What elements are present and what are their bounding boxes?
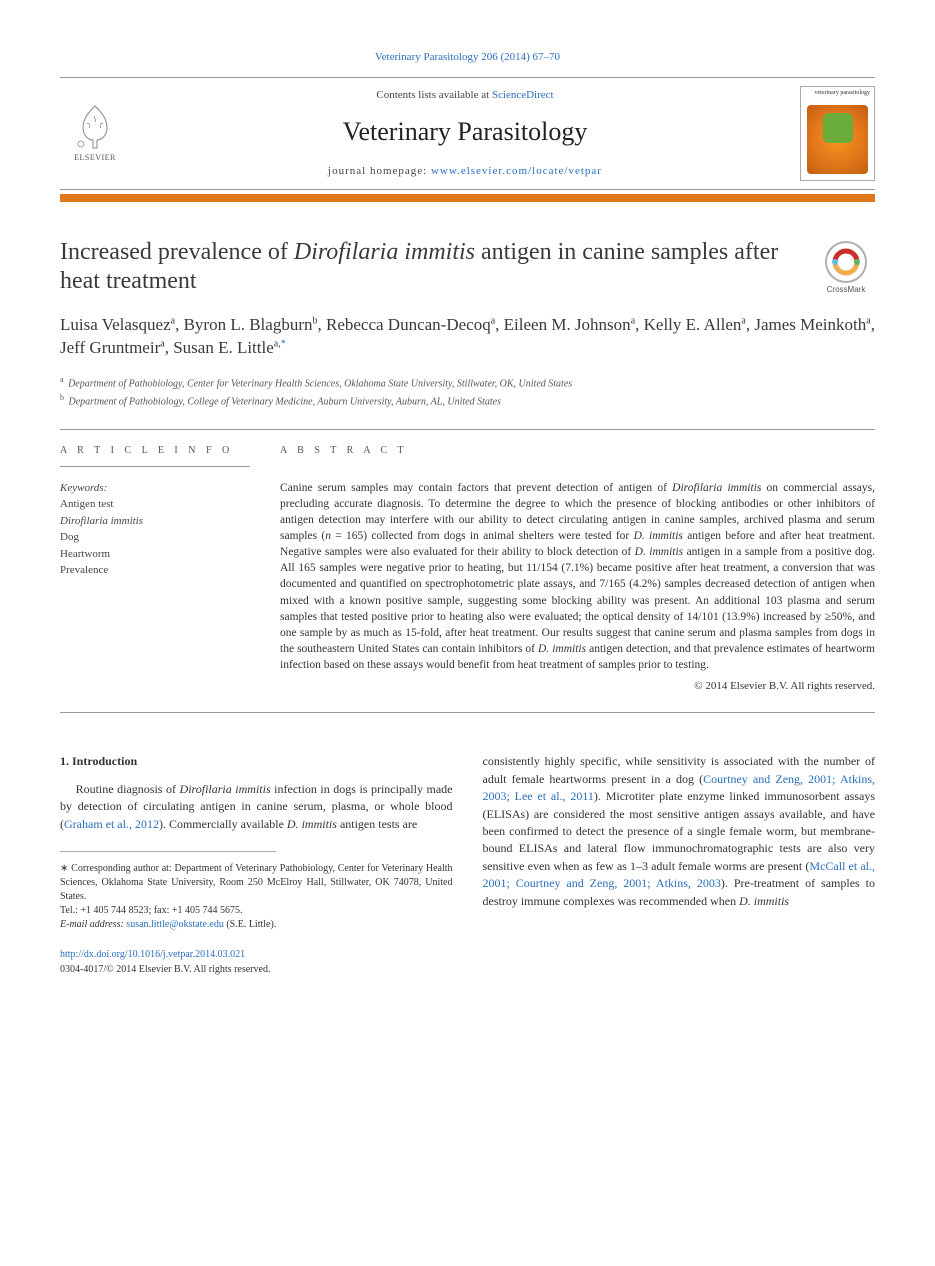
keywords-label: Keywords: (60, 481, 250, 496)
keywords-list: Antigen test Dirofilaria immitis Dog Hea… (60, 496, 250, 579)
title-part1: Increased prevalence of (60, 239, 294, 265)
corresponding-asterisk: * (281, 339, 286, 350)
info-abstract-block: A R T I C L E I N F O Keywords: Antigen … (60, 429, 875, 714)
footnote-divider (60, 851, 276, 852)
intro-para-left: Routine diagnosis of Dirofilaria immitis… (60, 781, 453, 833)
author-6: , James Meinkoth (746, 315, 866, 334)
keyword: Antigen test (60, 496, 250, 513)
affiliations: a Department of Pathobiology, Center for… (60, 374, 875, 409)
author-1: Luisa Velasquez (60, 315, 171, 334)
banner-center: Contents lists available at ScienceDirec… (130, 88, 800, 179)
corresponding-footnote: ∗ Corresponding author at: Department of… (60, 862, 453, 932)
email-suffix: (S.E. Little). (224, 919, 277, 930)
corr-text: Corresponding author at: Department of V… (60, 863, 453, 902)
cover-label: veterinary parasitology (815, 89, 870, 97)
journal-banner: ELSEVIER Contents lists available at Sci… (60, 77, 875, 190)
journal-homepage: journal homepage: www.elsevier.com/locat… (130, 164, 800, 179)
elsevier-logo: ELSEVIER (60, 95, 130, 173)
sciencedirect-link[interactable]: ScienceDirect (492, 89, 554, 101)
article-title: Increased prevalence of Dirofilaria immi… (60, 238, 797, 296)
abstract-label: A B S T R A C T (280, 444, 875, 466)
abstract-copyright: © 2014 Elsevier B.V. All rights reserved… (280, 679, 875, 694)
homepage-prefix: journal homepage: (328, 165, 431, 177)
affiliation-b: b Department of Pathobiology, College of… (60, 392, 875, 409)
body-left-column: 1. Introduction Routine diagnosis of Dir… (60, 753, 453, 977)
email-link[interactable]: susan.little@okstate.edu (126, 919, 224, 930)
section-1-title: 1. Introduction (60, 753, 453, 770)
author-5: , Kelly E. Allen (635, 315, 741, 334)
doi-line: http://dx.doi.org/10.1016/j.vetpar.2014.… (60, 948, 453, 963)
orange-divider-bar (60, 194, 875, 202)
page: Veterinary Parasitology 206 (2014) 67–70… (0, 0, 935, 1027)
rights-line: 0304-4017/© 2014 Elsevier B.V. All right… (60, 963, 453, 978)
author-4: , Eileen M. Johnson (495, 315, 631, 334)
crossmark-label: CrossMark (827, 285, 867, 294)
article-info-column: A R T I C L E I N F O Keywords: Antigen … (60, 444, 250, 695)
abstract-column: A B S T R A C T Canine serum samples may… (280, 444, 875, 695)
affiliation-a: a Department of Pathobiology, Center for… (60, 374, 875, 391)
keyword: Dirofilaria immitis (60, 513, 250, 530)
running-head: Veterinary Parasitology 206 (2014) 67–70 (60, 50, 875, 65)
author-2: , Byron L. Blagburn (175, 315, 312, 334)
elsevier-tree-icon (75, 104, 115, 150)
keyword: Heartworm (60, 546, 250, 563)
abstract-text: Canine serum samples may contain factors… (280, 480, 875, 673)
contents-prefix: Contents lists available at (376, 89, 491, 101)
article-info-label: A R T I C L E I N F O (60, 444, 250, 467)
citation-link[interactable]: Graham et al., 2012 (64, 817, 159, 831)
title-italic: Dirofilaria immitis (294, 239, 475, 265)
authors: Luisa Velasqueza, Byron L. Blagburnb, Re… (60, 314, 875, 360)
body-right-column: consistently highly specific, while sens… (483, 753, 876, 977)
publisher-name: ELSEVIER (74, 152, 116, 163)
author-8: , Susan E. Little (165, 338, 274, 357)
homepage-link[interactable]: www.elsevier.com/locate/vetpar (431, 165, 602, 177)
intro-para-right: consistently highly specific, while sens… (483, 753, 876, 910)
journal-name: Veterinary Parasitology (130, 114, 800, 150)
author-3: , Rebecca Duncan-Decoq (317, 315, 490, 334)
keyword: Dog (60, 529, 250, 546)
author-8-aff: a,* (274, 339, 286, 350)
email-label: E-mail address: (60, 919, 126, 930)
doi-link[interactable]: http://dx.doi.org/10.1016/j.vetpar.2014.… (60, 949, 245, 960)
corr-marker: ∗ (60, 863, 68, 874)
title-row: Increased prevalence of Dirofilaria immi… (60, 238, 875, 296)
journal-cover-thumbnail: veterinary parasitology (800, 86, 875, 181)
body-columns: 1. Introduction Routine diagnosis of Dir… (60, 753, 875, 977)
crossmark-icon[interactable]: CrossMark (817, 238, 875, 296)
corr-tel: Tel.: +1 405 744 8523; fax: +1 405 744 5… (60, 905, 243, 916)
keyword: Prevalence (60, 562, 250, 579)
contents-available: Contents lists available at ScienceDirec… (130, 88, 800, 103)
